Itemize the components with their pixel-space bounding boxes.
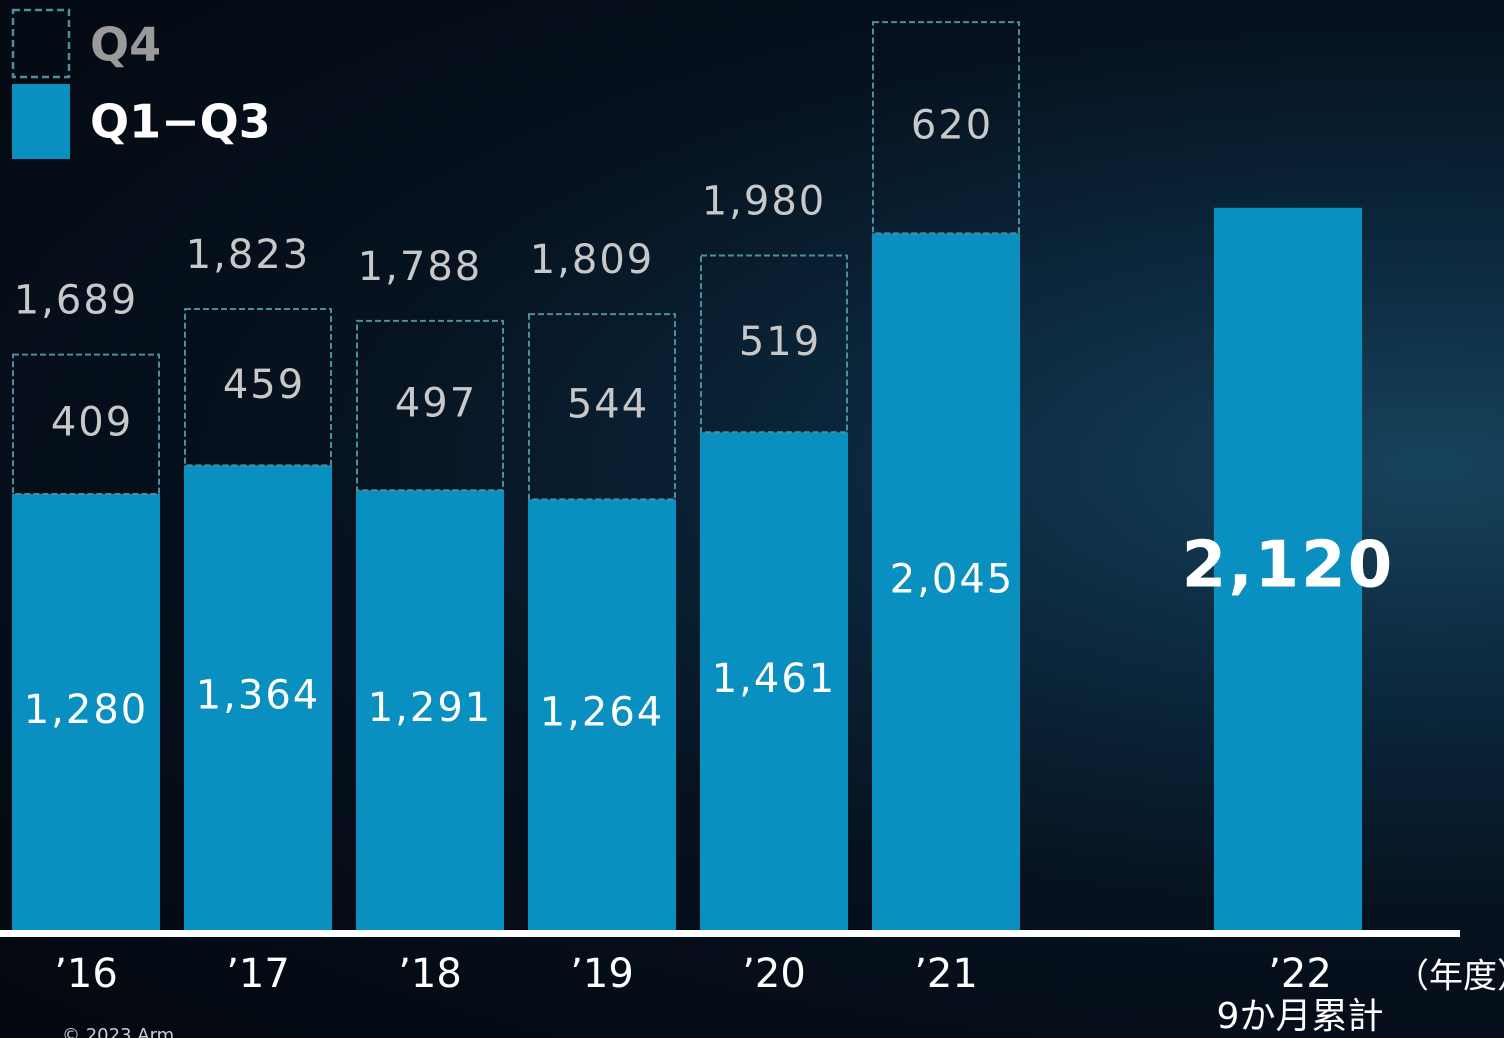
legend-label: Q1−Q3	[90, 95, 271, 149]
value-label: 544	[567, 382, 649, 428]
bar	[12, 493, 160, 930]
value-label: 1,461	[712, 656, 837, 702]
bar	[700, 432, 848, 930]
legend-label: Q4	[90, 18, 161, 72]
total-label: 1,788	[358, 244, 483, 290]
bar-segment	[12, 353, 160, 495]
bar	[356, 490, 504, 930]
bar-segment	[528, 313, 676, 501]
x-tick-label: ’17	[226, 951, 290, 997]
category-note: 9か月累計	[1217, 996, 1384, 1037]
legend-swatch	[11, 8, 71, 79]
bar-segment	[356, 319, 504, 492]
value-label: 519	[739, 319, 821, 365]
x-tick-label: ’16	[54, 951, 118, 997]
value-label: 1,264	[540, 690, 665, 736]
total-label: 1,980	[702, 178, 827, 224]
total-label: 1,823	[186, 232, 311, 278]
value-label: 620	[911, 103, 993, 149]
legend-swatch	[12, 84, 70, 159]
bar-segment	[700, 254, 848, 434]
value-label: 409	[51, 399, 133, 445]
bar-segment	[872, 21, 1020, 235]
total-label: 1,689	[14, 278, 139, 324]
x-tick-label: ’19	[570, 951, 634, 997]
value-label: 2,120	[1182, 528, 1394, 602]
x-tick-label: ’21	[914, 951, 978, 997]
bar	[872, 233, 1020, 930]
x-tick-label: ’22	[1268, 951, 1332, 997]
value-label: 2,045	[890, 557, 1015, 603]
footer: © 2023 Arm	[62, 1025, 174, 1038]
bar	[184, 465, 332, 930]
baseline	[0, 930, 1460, 937]
value-label: 459	[223, 362, 305, 408]
unit-label: （年度）	[1395, 957, 1504, 997]
total-label: 1,809	[530, 237, 655, 283]
value-label: 1,364	[196, 673, 321, 719]
value-label: 1,280	[24, 687, 149, 733]
x-tick-label: ’18	[398, 951, 462, 997]
bar-segment	[184, 307, 332, 467]
bar	[1214, 207, 1362, 931]
value-label: 497	[395, 381, 477, 427]
x-tick-label: ’20	[742, 951, 806, 997]
value-label: 1,291	[368, 685, 493, 731]
bar	[528, 499, 676, 930]
